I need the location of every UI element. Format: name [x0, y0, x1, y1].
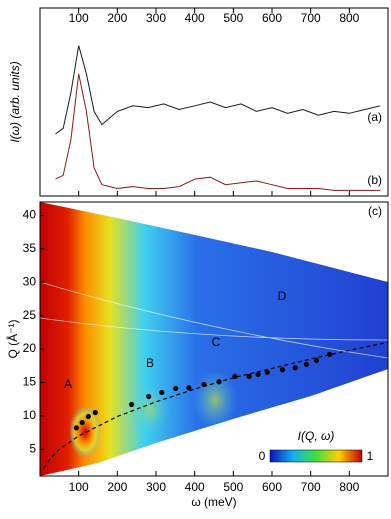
x-tick-label: 500 [223, 480, 243, 494]
region-label: D [278, 289, 287, 303]
heatmap-hotspot [69, 406, 101, 458]
x-tick-label: 700 [301, 480, 321, 494]
heatmap [40, 202, 388, 476]
data-point [303, 361, 310, 367]
y-tick-label: 35 [23, 241, 37, 255]
y-axis-label: Q (Å⁻¹) [5, 320, 20, 359]
data-point [292, 365, 298, 371]
data-point [313, 357, 320, 363]
spectrum-line [55, 73, 381, 191]
data-point [232, 373, 238, 380]
region-label: C [212, 335, 221, 349]
y-axis-label: I(ω) (arb. units) [8, 61, 22, 142]
x-tick-label: 300 [146, 480, 166, 494]
y-tick-label: 30 [23, 274, 37, 288]
data-point [216, 379, 222, 385]
data-point [255, 371, 261, 378]
x-tick-label: 600 [262, 480, 282, 494]
region-label: B [146, 356, 154, 370]
x-tick-label: 200 [107, 11, 127, 25]
x-tick-label: 500 [223, 11, 243, 25]
dispersion-curve [43, 341, 389, 469]
y-tick-label: 10 [23, 408, 37, 422]
colorbar-tick-label: 0 [259, 449, 266, 463]
annotation: (b) [367, 173, 382, 187]
y-tick-label: 15 [23, 375, 37, 389]
colorbar-label: I(Q, ω) [298, 429, 335, 443]
x-tick-label: 600 [262, 11, 282, 25]
colorbar [269, 449, 363, 463]
colorbar-tick-label: 1 [367, 449, 374, 463]
data-point [92, 409, 98, 416]
x-tick-label: 700 [301, 11, 321, 25]
data-point [279, 367, 286, 373]
contour [39, 281, 389, 359]
x-tick-label: 800 [339, 11, 359, 25]
x-tick-label: 300 [146, 11, 166, 25]
data-point [201, 381, 207, 388]
x-tick-label: 400 [185, 480, 205, 494]
x-tick-label: 200 [107, 480, 127, 494]
heatmap-glow [130, 385, 170, 435]
y-tick-label: 40 [23, 208, 37, 222]
x-tick-label: 100 [69, 480, 89, 494]
data-point [173, 385, 179, 392]
x-tick-label: 400 [185, 11, 205, 25]
y-tick-label: 20 [23, 341, 37, 355]
data-point [246, 373, 252, 380]
panel-frame [39, 201, 389, 477]
x-tick-label: 100 [69, 11, 89, 25]
spectrum-line [55, 45, 381, 135]
x-tick-label: 800 [339, 480, 359, 494]
annotation: (a) [367, 110, 382, 124]
data-point [186, 385, 192, 391]
data-point [79, 419, 85, 426]
y-tick-label: 5 [29, 441, 36, 455]
panel-label: (c) [368, 204, 382, 218]
region-label: A [64, 377, 72, 391]
data-point [327, 351, 333, 357]
data-point [146, 393, 152, 400]
y-tick-label: 25 [23, 308, 37, 322]
panel-frame [39, 7, 389, 197]
x-axis-label: ω (meV) [191, 495, 236, 509]
data-point [264, 369, 270, 376]
data-point [73, 425, 79, 431]
data-point [159, 389, 165, 396]
data-point [129, 401, 135, 408]
data-point [85, 413, 91, 420]
